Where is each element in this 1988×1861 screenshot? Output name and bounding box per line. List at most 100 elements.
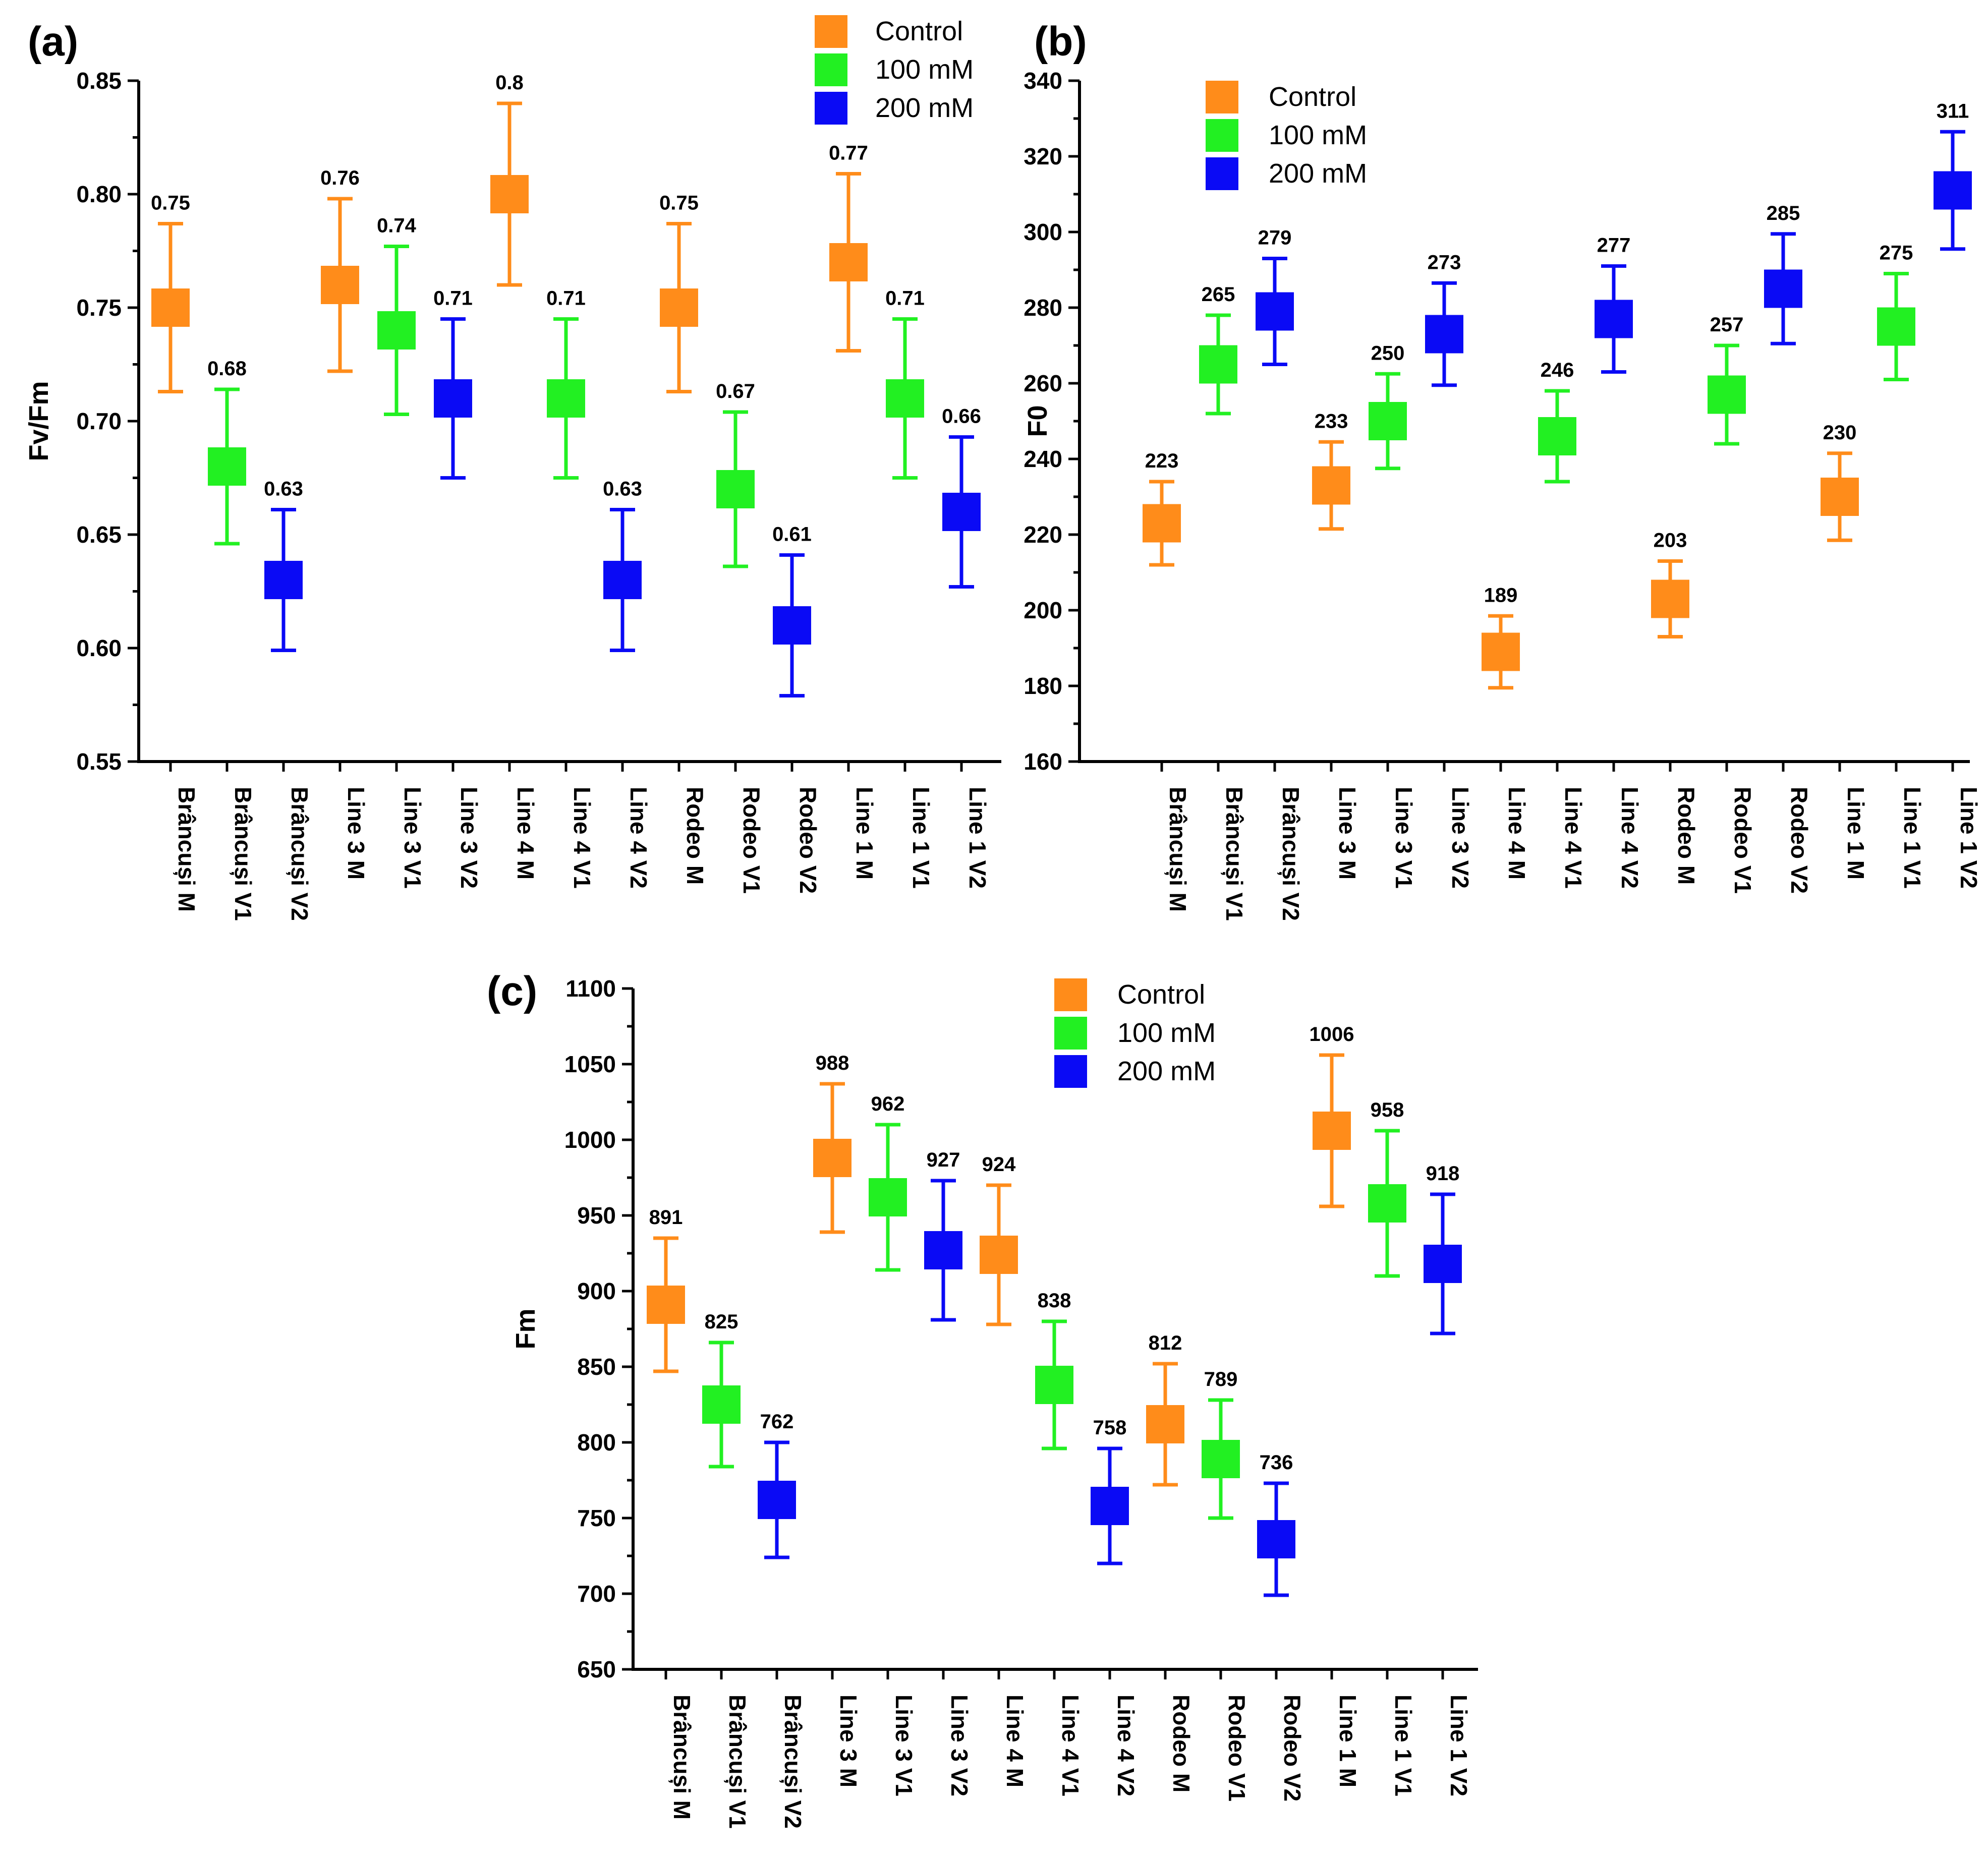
x-tick-label: Line 1 M [851, 787, 878, 880]
x-tick-label: Rodeo V1 [1224, 1695, 1250, 1801]
data-point-marker [773, 606, 811, 645]
y-tick-label: 0.80 [76, 181, 122, 207]
x-tick-label: Line 4 V2 [626, 787, 652, 889]
y-tick-label: 240 [1024, 446, 1062, 472]
data-label: 0.68 [207, 358, 247, 380]
data-label: 958 [1371, 1099, 1404, 1121]
data-point-marker [1821, 478, 1859, 516]
y-tick-label: 340 [1024, 68, 1062, 94]
data-label: 233 [1315, 410, 1348, 432]
data-point-marker [1091, 1487, 1129, 1525]
y-axis-title: F0 [1023, 405, 1053, 437]
data-point-marker [1424, 1245, 1462, 1283]
x-tick-label: Rodeo V1 [1730, 787, 1756, 894]
data-point-marker [434, 379, 472, 418]
data-label: 0.67 [716, 380, 755, 402]
data-label: 1006 [1310, 1023, 1354, 1045]
panel-label: (a) [28, 19, 78, 65]
data-label: 0.66 [942, 405, 981, 428]
x-tick-label: Line 1 V2 [964, 787, 991, 889]
y-axis-title: Fm [510, 1309, 541, 1350]
data-label: 0.74 [377, 215, 417, 237]
y-tick-label: 220 [1024, 521, 1062, 548]
data-point-marker [1934, 171, 1972, 210]
x-tick-label: Rodeo V2 [795, 787, 821, 894]
x-tick-label: Line 3 M [343, 787, 369, 880]
data-label: 265 [1202, 283, 1235, 306]
x-tick-label: Brâncuși M [1164, 787, 1191, 912]
x-tick-label: Line 1 V2 [1446, 1695, 1472, 1796]
y-tick-label: 0.75 [76, 295, 122, 321]
data-label: 962 [871, 1093, 905, 1115]
data-label: 275 [1880, 242, 1913, 264]
x-tick-label: Line 4 V1 [1560, 787, 1586, 889]
x-tick-label: Line 3 V2 [946, 1695, 973, 1796]
x-tick-label: Brâncuși V1 [724, 1695, 751, 1829]
data-point-marker [1257, 1520, 1295, 1558]
x-tick-label: Rodeo M [682, 787, 708, 885]
data-label: 762 [760, 1411, 794, 1433]
data-point-marker [829, 243, 868, 281]
legend-swatch [815, 15, 847, 48]
x-tick-label: Line 3 V1 [891, 1695, 917, 1796]
data-label: 0.8 [495, 72, 524, 94]
y-tick-label: 280 [1024, 295, 1062, 321]
data-point-marker [321, 266, 359, 304]
x-tick-label: Line 4 V1 [569, 787, 595, 889]
x-tick-label: Line 1 V1 [908, 787, 934, 889]
x-tick-label: Line 4 M [1504, 787, 1530, 880]
y-tick-label: 800 [577, 1429, 616, 1456]
data-point-marker [547, 379, 585, 418]
data-point-marker [490, 175, 529, 213]
data-label: 0.76 [320, 167, 360, 189]
data-point-marker [1368, 1184, 1406, 1223]
data-point-marker [1482, 632, 1520, 671]
x-tick-label: Rodeo M [1673, 787, 1699, 885]
y-tick-label: 850 [577, 1354, 616, 1380]
data-label: 812 [1149, 1332, 1182, 1354]
legend-swatch [815, 92, 847, 125]
chart-panel-b: (b) 160 180 200 220 240 260 280 300 320 340 F0 Brânc… [1023, 19, 1982, 921]
legend-swatch [1054, 978, 1087, 1011]
data-label: 736 [1260, 1451, 1293, 1474]
data-point-marker [813, 1139, 851, 1177]
data-label: 0.63 [603, 478, 642, 500]
data-label: 988 [816, 1052, 849, 1074]
legend-swatch [1206, 119, 1238, 152]
x-tick-label: Line 3 V2 [456, 787, 482, 889]
x-tick-label: Line 4 V2 [1617, 787, 1643, 889]
data-point-marker [886, 379, 924, 418]
data-point-marker [942, 493, 981, 531]
data-label: 0.61 [772, 524, 812, 546]
data-label: 825 [705, 1311, 739, 1333]
y-tick-label: 1000 [564, 1127, 616, 1153]
data-label: 838 [1038, 1290, 1071, 1312]
data-label: 0.75 [151, 192, 190, 214]
legend-label: 100 mM [875, 54, 974, 85]
data-label: 257 [1710, 314, 1744, 336]
data-point-marker [1651, 579, 1689, 618]
x-tick-label: Line 4 M [513, 787, 539, 880]
y-tick-label: 0.85 [76, 68, 122, 94]
data-point-marker [1708, 375, 1746, 414]
x-tick-label: Line 3 V2 [1447, 787, 1473, 889]
x-tick-label: Rodeo V1 [739, 787, 765, 894]
legend-swatch [1054, 1055, 1087, 1088]
panel-label: (c) [487, 968, 537, 1014]
data-label: 285 [1767, 202, 1800, 224]
legend-label: 200 mM [1269, 158, 1367, 189]
data-point-marker [980, 1236, 1018, 1274]
data-point-marker [702, 1385, 741, 1424]
data-label: 0.71 [885, 287, 925, 310]
chart-panel-c: (c) 650 700 750 800 850 900 950 1000 1050 1100 Fm Br… [487, 968, 1478, 1829]
data-point-marker [1202, 1440, 1240, 1478]
y-tick-label: 1100 [565, 975, 616, 1002]
data-point-marker [151, 288, 190, 327]
y-tick-label: 0.60 [76, 635, 122, 661]
y-tick-label: 0.55 [76, 748, 122, 775]
x-tick-label: Line 4 V2 [1113, 1695, 1139, 1796]
legend-label: Control [1269, 82, 1356, 112]
data-point-marker [869, 1178, 907, 1216]
data-label: 0.77 [829, 142, 868, 164]
